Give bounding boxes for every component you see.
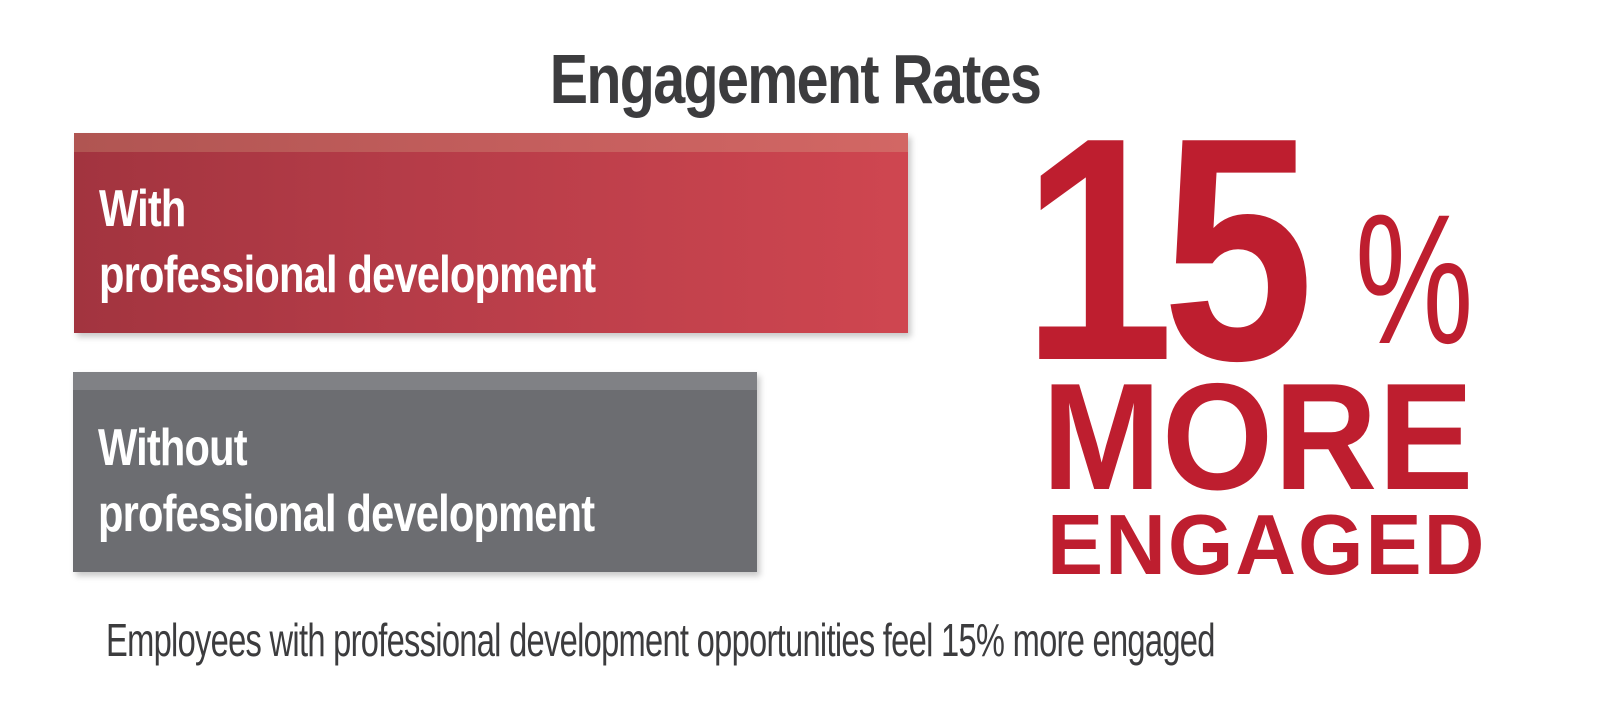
- bar-highlight-band: [73, 372, 757, 390]
- bar-label: Without professional development: [98, 415, 595, 547]
- bar-with-professional-development: With professional development: [74, 133, 908, 333]
- bar-highlight-band: [74, 133, 908, 152]
- callout-number: 15: [1022, 72, 1314, 427]
- callout-more: MORE: [1042, 352, 1475, 522]
- chart-title: Engagement Rates: [549, 40, 1042, 118]
- bar-label-line2: professional development: [99, 246, 596, 304]
- bar-label-line1: Without: [98, 419, 248, 477]
- callout-engaged: ENGAGED: [1047, 498, 1487, 593]
- chart-caption: Employees with professional development …: [106, 614, 1215, 666]
- bar-label-line2: professional development: [98, 485, 595, 543]
- bar-label-line1: With: [99, 180, 186, 238]
- bar-without-professional-development: Without professional development: [73, 372, 757, 572]
- bar-label: With professional development: [99, 176, 596, 308]
- callout-percent-sign: %: [1355, 177, 1474, 383]
